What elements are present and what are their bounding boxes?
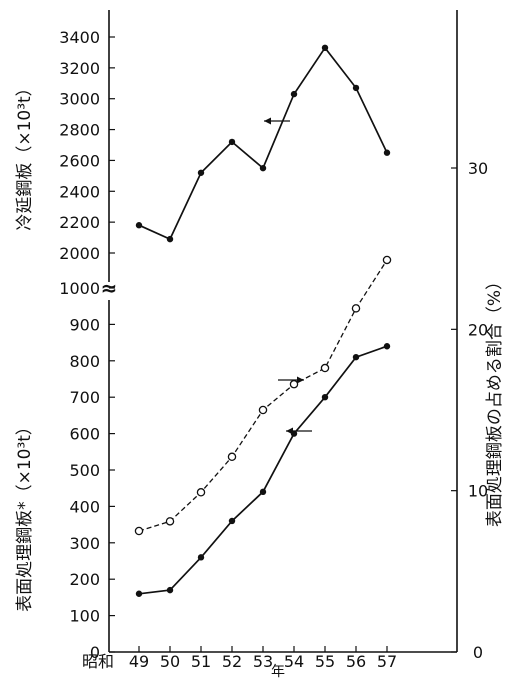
y-tick-label-left-lower: 500 xyxy=(69,461,100,480)
x-prefix-label: 昭和 xyxy=(82,652,114,671)
y-tick-label-left-lower: 400 xyxy=(69,497,100,516)
x-tick-label: 49 xyxy=(129,652,149,671)
y-tick-label-right: 10 xyxy=(468,482,488,501)
y-tick-label-left-lower: 1000 xyxy=(59,279,100,298)
legend-arrows xyxy=(264,117,312,435)
y-tick-label-right: 0 xyxy=(473,643,483,662)
arrow-head-cold_rolled xyxy=(264,117,271,125)
x-tick-label: 53 xyxy=(253,652,273,671)
series-line-surface_treated xyxy=(138,345,388,595)
y-tick-label-left-lower: 600 xyxy=(69,425,100,444)
series-markers xyxy=(134,44,392,597)
data-point-surface_treated xyxy=(321,394,329,401)
y-axis-title-right: 表面処理鋼板の占める割合（%） xyxy=(485,273,505,527)
y-tick-label-left-upper: 2000 xyxy=(59,244,100,263)
data-point-surface_treated xyxy=(197,554,205,561)
y-tick-label-left-upper: 3400 xyxy=(59,28,100,47)
x-tick-label: 54 xyxy=(284,652,304,671)
y-tick-label-left-lower: 200 xyxy=(69,570,100,589)
data-point-cold_rolled xyxy=(135,222,143,229)
data-point-surface_treated xyxy=(135,590,143,597)
data-point-cold_rolled xyxy=(259,164,267,172)
series-lines xyxy=(138,46,388,595)
series-line-cold_rolled xyxy=(138,46,388,241)
data-point-surface_treated xyxy=(259,488,267,496)
y-axis-title-lower: 表面処理鋼板*（×10³t） xyxy=(15,418,35,612)
x-tick-label: 50 xyxy=(160,652,180,671)
axis-ticks: 2000220024002600280030003200340001002003… xyxy=(59,28,488,671)
y-tick-label-right: 30 xyxy=(468,159,488,178)
y-axis-title-upper: 冷延鋼板（×10³t） xyxy=(15,79,35,230)
y-tick-label-left-lower: 300 xyxy=(69,534,100,553)
x-tick-label: 56 xyxy=(346,652,366,671)
x-axis-title: 年 xyxy=(271,664,285,680)
data-point-cold_rolled xyxy=(290,90,298,98)
axes-frame xyxy=(108,10,458,653)
data-point-surface_treated xyxy=(228,517,236,525)
y-tick-label-left-lower: 900 xyxy=(69,315,100,334)
data-point-share xyxy=(258,405,268,415)
x-tick-label: 51 xyxy=(191,652,211,671)
data-point-surface_treated xyxy=(352,353,360,361)
data-point-surface_treated xyxy=(383,343,391,350)
data-point-cold_rolled xyxy=(166,235,174,243)
y-tick-label-left-upper: 2400 xyxy=(59,182,100,201)
data-point-share xyxy=(134,526,144,536)
y-tick-label-right: 20 xyxy=(468,320,488,339)
y-tick-label-left-lower: 700 xyxy=(69,388,100,407)
data-point-share xyxy=(227,452,237,462)
y-tick-label-left-lower: 0 xyxy=(90,643,100,662)
x-tick-label: 57 xyxy=(377,652,397,671)
data-point-share xyxy=(289,379,299,389)
data-point-cold_rolled xyxy=(197,169,205,176)
y-tick-label-left-upper: 2200 xyxy=(59,213,100,232)
x-tick-label: 52 xyxy=(222,652,242,671)
y-tick-label-left-lower: 100 xyxy=(69,607,100,626)
arrow-head-share xyxy=(297,376,304,384)
data-point-cold_rolled xyxy=(352,84,360,92)
axis-break-mark: ≈ xyxy=(101,276,118,300)
data-point-surface_treated xyxy=(166,586,174,594)
y-tick-label-left-upper: 2600 xyxy=(59,151,100,170)
data-point-cold_rolled xyxy=(228,138,236,146)
data-point-share xyxy=(351,304,361,313)
x-tick-label: 55 xyxy=(315,652,335,671)
data-point-cold_rolled xyxy=(383,149,391,156)
arrow-head-surface_treated xyxy=(286,427,293,435)
y-tick-label-left-upper: 2800 xyxy=(59,121,100,140)
y-tick-label-left-lower: 800 xyxy=(69,352,100,371)
data-point-share xyxy=(196,488,206,497)
data-point-cold_rolled xyxy=(321,44,329,51)
y-tick-label-left-upper: 3000 xyxy=(59,90,100,109)
data-point-share xyxy=(320,363,330,373)
data-point-share xyxy=(382,255,392,265)
y-tick-label-left-upper: 3200 xyxy=(59,59,100,78)
data-point-share xyxy=(165,517,175,526)
